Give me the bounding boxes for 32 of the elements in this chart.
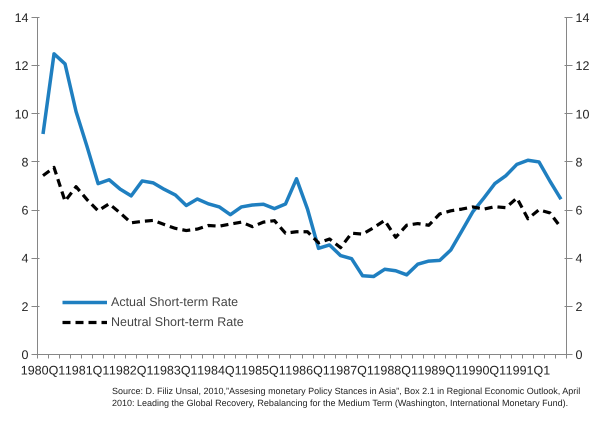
- y-tick-label: 0: [22, 348, 29, 362]
- x-tick-label: 1988Q1: [373, 364, 418, 378]
- source-note: Source: D. Filiz Unsal, 2010,”Assesing monetary Policy Stances in Asia”, Box 2.1 in Regional Economic Outlook, April 2010: Leading the Global Recovery, Rebalancing for the Medium Term (Washington, International Monetary Fund).: [112, 385, 582, 409]
- y2-tick-label: 2: [576, 300, 582, 314]
- y-tick-label: 2: [22, 300, 29, 314]
- y2-tick-label: 12: [576, 59, 590, 74]
- x-tick-label: 1981Q1: [64, 364, 110, 378]
- x-tick-label: 1986Q1: [285, 364, 330, 378]
- y2-tick-label: 6: [576, 204, 582, 218]
- y-tick-label: 14: [14, 11, 29, 25]
- y-tick-label: 10: [14, 107, 29, 122]
- x-tick-label: 1989Q1: [418, 364, 462, 378]
- line-series: [41, 52, 563, 278]
- x-tick-label: 1983Q1: [153, 364, 198, 378]
- y2-tick-label: 14: [576, 11, 590, 25]
- x-tick-label: 1987Q1: [329, 364, 374, 378]
- x-tick-label: 1980Q1: [20, 364, 66, 378]
- x-tick-label: 1991Q1: [506, 364, 550, 378]
- x-tick-label: 1985Q1: [241, 364, 286, 378]
- y-tick-label: 6: [22, 204, 29, 218]
- y-tick-label: 8: [22, 155, 29, 170]
- x-tick-label: 1982Q1: [108, 364, 154, 378]
- y2-tick-label: 0: [576, 348, 582, 362]
- x-tick-label: 1984Q1: [197, 364, 242, 378]
- y2-tick-label: 10: [576, 107, 590, 122]
- y2-tick-label: 4: [576, 252, 582, 266]
- x-tick-label: 1990Q1: [462, 364, 506, 378]
- legend-label: Actual Short-term Rate: [111, 295, 238, 309]
- y-tick-label: 4: [22, 252, 29, 266]
- legend-label: Neutral Short-term Rate: [111, 315, 244, 329]
- y-tick-label: 12: [14, 59, 29, 74]
- y2-tick-label: 8: [576, 155, 582, 170]
